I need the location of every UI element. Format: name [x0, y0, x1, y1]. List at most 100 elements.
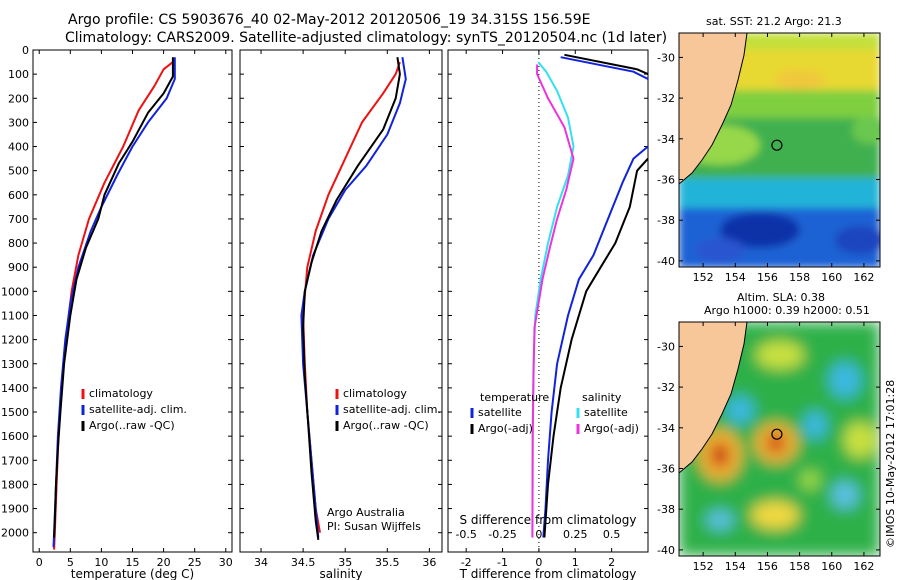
x-tick-label: 0 — [535, 556, 542, 569]
legend-label: Argo(-adj) — [478, 422, 533, 435]
legend-label: Argo(-adj) — [584, 422, 639, 435]
x-tick-label: 20 — [157, 556, 171, 569]
argo-location-marker — [771, 428, 783, 440]
depth-tick-label: 1400 — [1, 382, 29, 395]
depth-tick-label: 1000 — [1, 285, 29, 298]
depth-tick-label: 1800 — [1, 478, 29, 491]
x-tick-label: 36 — [422, 556, 436, 569]
x-axis-label: salinity — [319, 567, 362, 580]
figure-title-line1: Argo profile: CS 5903676_40 02-May-2012 … — [68, 12, 590, 28]
legend-label: Argo(..raw -QC) — [343, 419, 429, 432]
map-x-tick-label: 162 — [853, 560, 874, 573]
figure-title-line2: Climatology: CARS2009. Satellite-adjuste… — [65, 30, 667, 46]
top-x-axis-label: S difference from climatology — [460, 513, 637, 527]
legend-header: salinity — [582, 391, 622, 404]
legend-label: satellite — [584, 406, 628, 419]
series-group — [52, 57, 176, 550]
x-tick-label: -1 — [497, 556, 508, 569]
sla-map: 152 154 156 158 160 162 -30 -32 -34 -36 -38 -40 Alt… — [657, 291, 881, 573]
sst-map-title: sat. SST: 21.2 Argo: 21.3 — [706, 15, 842, 28]
series-group — [531, 53, 648, 538]
map-x-tick-label: 154 — [725, 560, 746, 573]
series-line-argo--adj- — [543, 157, 648, 538]
map-x-tick-label: 162 — [853, 271, 874, 284]
x-tick-label: 30 — [219, 556, 233, 569]
map-y-tick-label: -36 — [657, 463, 675, 476]
x-tick-label: -2 — [461, 556, 472, 569]
map-x-tick-label: 158 — [789, 560, 810, 573]
series-group — [300, 57, 407, 541]
plot-frame — [239, 49, 443, 553]
depth-tick-label: 1500 — [1, 406, 29, 419]
land-sla — [679, 322, 748, 474]
x-tick-label: 5 — [67, 556, 74, 569]
imos-footer: ©IMOS 10-May-2012 17:01:28 — [884, 380, 897, 548]
depth-tick-label: 300 — [8, 116, 29, 129]
series-line-argo--adj- — [564, 53, 648, 76]
map-x-tick-label: 158 — [789, 271, 810, 284]
map-y-tick-label: -40 — [657, 255, 675, 268]
land-sst — [679, 33, 748, 185]
x-tick-label: 34 — [254, 556, 268, 569]
map-y-tick-label: -34 — [657, 133, 675, 146]
series-line-argo--adj- — [531, 64, 575, 538]
legend-header: temperature — [480, 391, 549, 404]
x-tick-label: 25 — [188, 556, 202, 569]
x-tick-label: 0 — [36, 556, 43, 569]
depth-tick-label: 1200 — [1, 334, 29, 347]
temperature-panel: 0100200300400500600700800900100011001200… — [1, 44, 233, 580]
map-y-tick-label: -36 — [657, 174, 675, 187]
x-axis-label: T difference from climatology — [459, 567, 637, 580]
sst-map: 152 154 156 158 160 162 -30 -32 -34 -36 -38 -40 sat… — [657, 15, 881, 284]
depth-tick-label: 600 — [8, 189, 29, 202]
map-x-tick-label: 154 — [725, 271, 746, 284]
legend-label: Argo(..raw -QC) — [89, 419, 175, 432]
depth-tick-label: 1700 — [1, 454, 29, 467]
depth-tick-label: 1900 — [1, 503, 29, 516]
map-y-tick-label: -38 — [657, 214, 675, 227]
legend-label: satellite-adj. clim. — [89, 403, 187, 416]
depth-tick-label: 2000 — [1, 527, 29, 540]
x-tick-label: 15 — [126, 556, 140, 569]
x-axis-label: temperature (deg C) — [71, 567, 194, 580]
legend-label: satellite — [478, 406, 522, 419]
depth-tick-label: 100 — [8, 68, 29, 81]
map-x-tick-label: 152 — [693, 560, 714, 573]
top-x-tick-label: -0.5 — [455, 528, 476, 541]
map-y-tick-label: -30 — [657, 51, 675, 64]
depth-tick-label: 500 — [8, 165, 29, 178]
x-tick-label: 1 — [572, 556, 579, 569]
argo-location-marker — [771, 139, 783, 151]
series-line-argo---raw--qc- — [302, 57, 401, 541]
legend-label: satellite-adj. clim. — [343, 403, 441, 416]
annotation-text: PI: Susan Wijffels — [327, 520, 421, 533]
x-tick-label: 35 — [338, 556, 352, 569]
depth-tick-label: 1300 — [1, 358, 29, 371]
x-tick-label: 35.5 — [375, 556, 400, 569]
top-x-tick-label: -0.25 — [488, 528, 516, 541]
depth-tick-label: 1600 — [1, 430, 29, 443]
x-tick-label: 2 — [608, 556, 615, 569]
depth-tick-label: 700 — [8, 213, 29, 226]
map-x-tick-label: 156 — [757, 271, 778, 284]
map-y-tick-label: -30 — [657, 340, 675, 353]
annotation-text: Argo Australia — [327, 506, 405, 519]
depth-tick-label: 1100 — [1, 309, 29, 322]
series-line-satellite — [560, 56, 648, 80]
depth-tick-label: 400 — [8, 141, 29, 154]
depth-tick-label: 800 — [8, 237, 29, 250]
map-y-tick-label: -38 — [657, 503, 675, 516]
map-y-tick-label: -40 — [657, 544, 675, 557]
legend-label: climatology — [89, 387, 153, 400]
plot-frame — [32, 49, 233, 553]
map-y-tick-label: -32 — [657, 92, 675, 105]
map-x-tick-label: 160 — [821, 271, 842, 284]
salinity-panel: 34 34.5 35 35.5 36 salinity climatology satelli… — [239, 49, 443, 580]
sla-map-title: Altim. SLA: 0.38 — [737, 291, 825, 304]
depth-tick-label: 200 — [8, 92, 29, 105]
depth-tick-label: 900 — [8, 261, 29, 274]
top-x-tick-label: 0.5 — [603, 528, 621, 541]
series-line-argo---raw--qc- — [53, 57, 174, 538]
depth-tick-label: 0 — [22, 44, 29, 57]
